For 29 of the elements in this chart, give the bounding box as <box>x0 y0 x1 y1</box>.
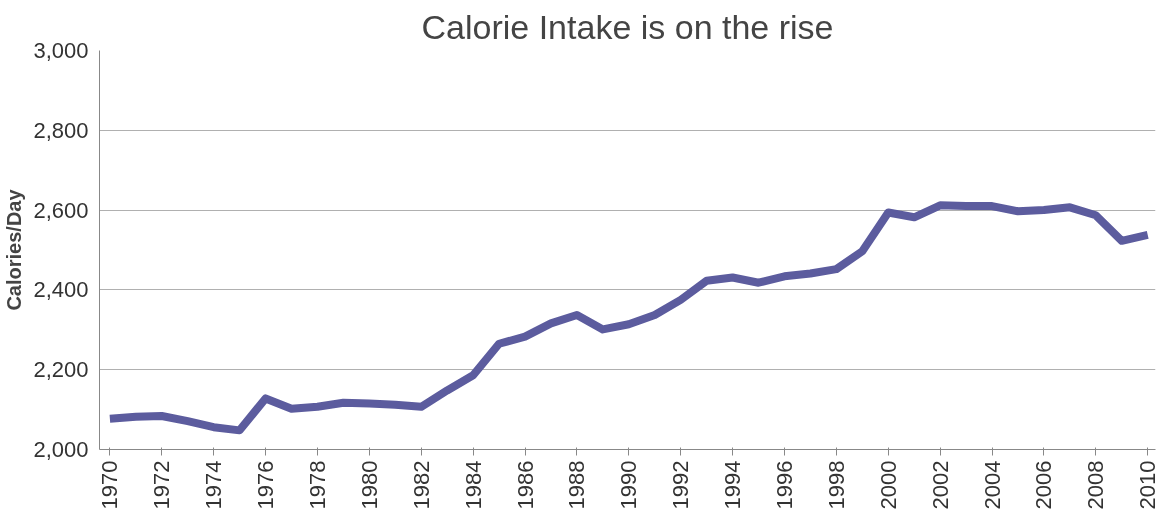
x-tick-label: 1998 <box>823 460 849 510</box>
x-tick-label: 1986 <box>512 460 538 510</box>
chart-title: Calorie Intake is on the rise <box>421 7 834 46</box>
x-tick-label: 2000 <box>875 460 901 510</box>
x-tick-label: 1992 <box>668 460 694 510</box>
y-tick-label: 3,000 <box>33 38 89 63</box>
x-tick-label: 1970 <box>97 460 123 510</box>
x-tick-label: 1980 <box>356 460 382 510</box>
x-tick-label: 1982 <box>408 460 434 510</box>
x-tick-label: 2010 <box>1135 460 1161 510</box>
y-tick-label: 2,000 <box>33 437 89 462</box>
x-tick-label: 2002 <box>927 460 953 510</box>
x-tick-label: 2004 <box>979 460 1005 510</box>
y-tick-label: 2,400 <box>33 277 89 303</box>
y-tick-label: 2,800 <box>33 117 89 143</box>
y-tick-label: 2,600 <box>33 197 89 223</box>
x-tick-label: 1972 <box>149 460 175 510</box>
x-tick-label: 1978 <box>304 460 330 510</box>
x-tick-label: 1976 <box>253 460 279 510</box>
x-tick-label: 1984 <box>460 460 486 510</box>
x-tick-label: 1996 <box>771 460 797 510</box>
x-tick-label: 1988 <box>564 460 590 510</box>
y-axis-title: Calories/Day <box>3 188 26 311</box>
x-tick-label: 1974 <box>201 460 227 510</box>
x-tick-label: 2006 <box>1031 460 1057 510</box>
x-tick-label: 1990 <box>616 460 642 510</box>
x-tick-label: 1994 <box>720 460 746 510</box>
y-tick-label: 2,200 <box>33 357 89 383</box>
x-tick-label: 2008 <box>1083 460 1109 510</box>
